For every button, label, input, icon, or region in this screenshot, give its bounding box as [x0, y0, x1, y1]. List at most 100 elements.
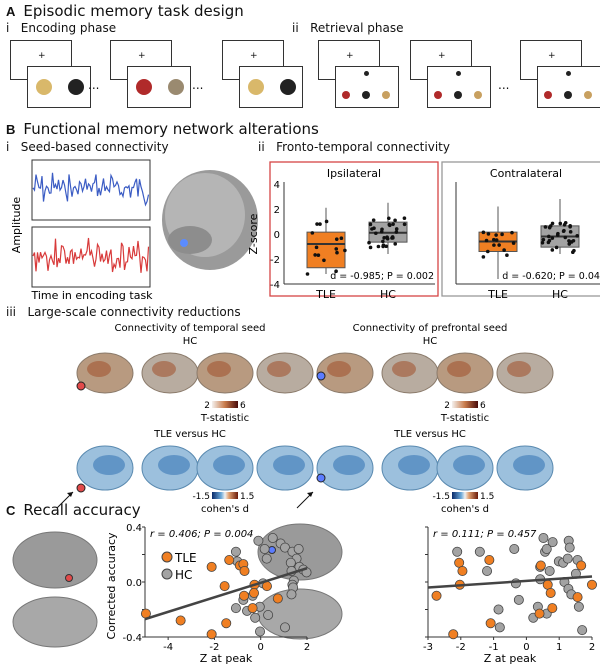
stimulus-object	[434, 91, 442, 99]
data-point	[310, 231, 315, 235]
data-point	[555, 233, 560, 237]
data-point	[322, 258, 326, 263]
effect-blob	[213, 455, 245, 475]
data-point	[391, 236, 395, 240]
point-hc	[261, 553, 272, 564]
data-point	[500, 232, 504, 237]
x-tick-label: HC	[380, 288, 396, 301]
data-point	[402, 222, 407, 227]
data-point	[343, 248, 347, 253]
fixation-cross: +	[438, 51, 446, 61]
seed-marker	[316, 371, 326, 381]
effect-blob	[93, 455, 125, 475]
point-hc	[494, 622, 505, 633]
encoding-stimulus-screen	[127, 66, 191, 108]
cue-object	[566, 71, 571, 76]
stimulus-object	[474, 91, 482, 99]
t-max: 6	[480, 401, 486, 411]
data-point	[485, 249, 490, 254]
d-colorbar	[452, 492, 478, 499]
data-point	[558, 221, 563, 226]
stimulus-object	[564, 91, 572, 99]
data-point	[334, 237, 339, 241]
data-point	[367, 240, 371, 245]
point-hc	[280, 622, 291, 633]
stimulus-object	[382, 91, 390, 99]
time-label: Time in encoding task	[30, 289, 153, 302]
point-hc	[573, 601, 584, 612]
data-point	[382, 236, 386, 240]
point-hc	[509, 544, 520, 555]
point-hc	[286, 589, 297, 600]
point-hc	[513, 594, 524, 605]
point-hc	[230, 546, 241, 557]
t-max: 6	[240, 401, 246, 411]
data-point	[318, 222, 322, 226]
data-point	[505, 253, 509, 257]
effect-blob	[513, 455, 545, 475]
x-tick-label: 0	[258, 642, 264, 653]
contralateral-frame	[441, 161, 600, 297]
point-hc	[267, 533, 278, 544]
data-point	[393, 242, 398, 246]
point-hc	[577, 625, 588, 636]
point-tle	[485, 618, 496, 629]
seed-marker	[316, 473, 326, 483]
point-hc	[564, 542, 575, 553]
encoding-label: i Encoding phase	[6, 21, 117, 35]
point-hc	[538, 533, 549, 544]
point-tle	[457, 566, 468, 577]
seed-title: Connectivity of temporal seed	[115, 323, 266, 334]
point-hc	[255, 626, 266, 637]
stimulus-object	[136, 79, 152, 95]
point-tle	[431, 590, 442, 601]
data-point	[562, 228, 566, 233]
stimulus-object	[36, 79, 52, 95]
point-tle	[484, 555, 495, 566]
x-tick-label: 2	[589, 642, 595, 653]
data-point	[402, 216, 407, 221]
t-label: T-statistic	[200, 413, 249, 424]
encoding-stimulus-screen	[239, 66, 303, 108]
point-hc	[541, 544, 552, 555]
y-axis-label: Z-score	[247, 213, 260, 254]
t-label: T-statistic	[440, 413, 489, 424]
stat-annotation: d = -0.620; P = 0.049	[502, 271, 600, 282]
point-hc	[493, 604, 504, 615]
data-point	[368, 222, 373, 227]
data-point	[305, 272, 310, 276]
effect-blob	[447, 361, 471, 377]
arrow-head	[307, 492, 313, 497]
data-point	[316, 253, 321, 257]
brain-medial	[12, 596, 98, 648]
x-tick-label: HC	[552, 288, 568, 301]
amplitude-label: Amplitude	[10, 197, 23, 254]
data-point	[371, 218, 376, 222]
data-point	[511, 241, 516, 245]
stat-annotation: r = 0.111; P = 0.457	[433, 529, 537, 540]
data-point	[314, 245, 319, 250]
point-hc	[259, 544, 270, 555]
stimulus-object	[362, 91, 370, 99]
fixation-cross: +	[548, 51, 556, 61]
seed-marker	[76, 381, 86, 391]
ellipsis: ...	[88, 78, 100, 92]
cue-object	[364, 71, 369, 76]
data-point	[491, 237, 496, 242]
effect-blob	[333, 455, 365, 475]
point-hc	[547, 537, 558, 548]
data-point	[379, 229, 384, 234]
temporal-seed-marker	[180, 239, 188, 247]
effect-blob	[507, 361, 531, 377]
data-point	[384, 244, 389, 249]
y-tick-label: 0.0	[126, 578, 142, 589]
fixation-cross: +	[250, 51, 258, 61]
data-point	[567, 239, 571, 243]
effect-blob	[87, 361, 111, 377]
data-point	[376, 244, 381, 249]
data-point	[568, 223, 572, 228]
t-colorbar	[452, 401, 478, 408]
point-hc	[293, 544, 304, 555]
stimulus-object	[248, 79, 264, 95]
point-hc	[452, 546, 463, 557]
